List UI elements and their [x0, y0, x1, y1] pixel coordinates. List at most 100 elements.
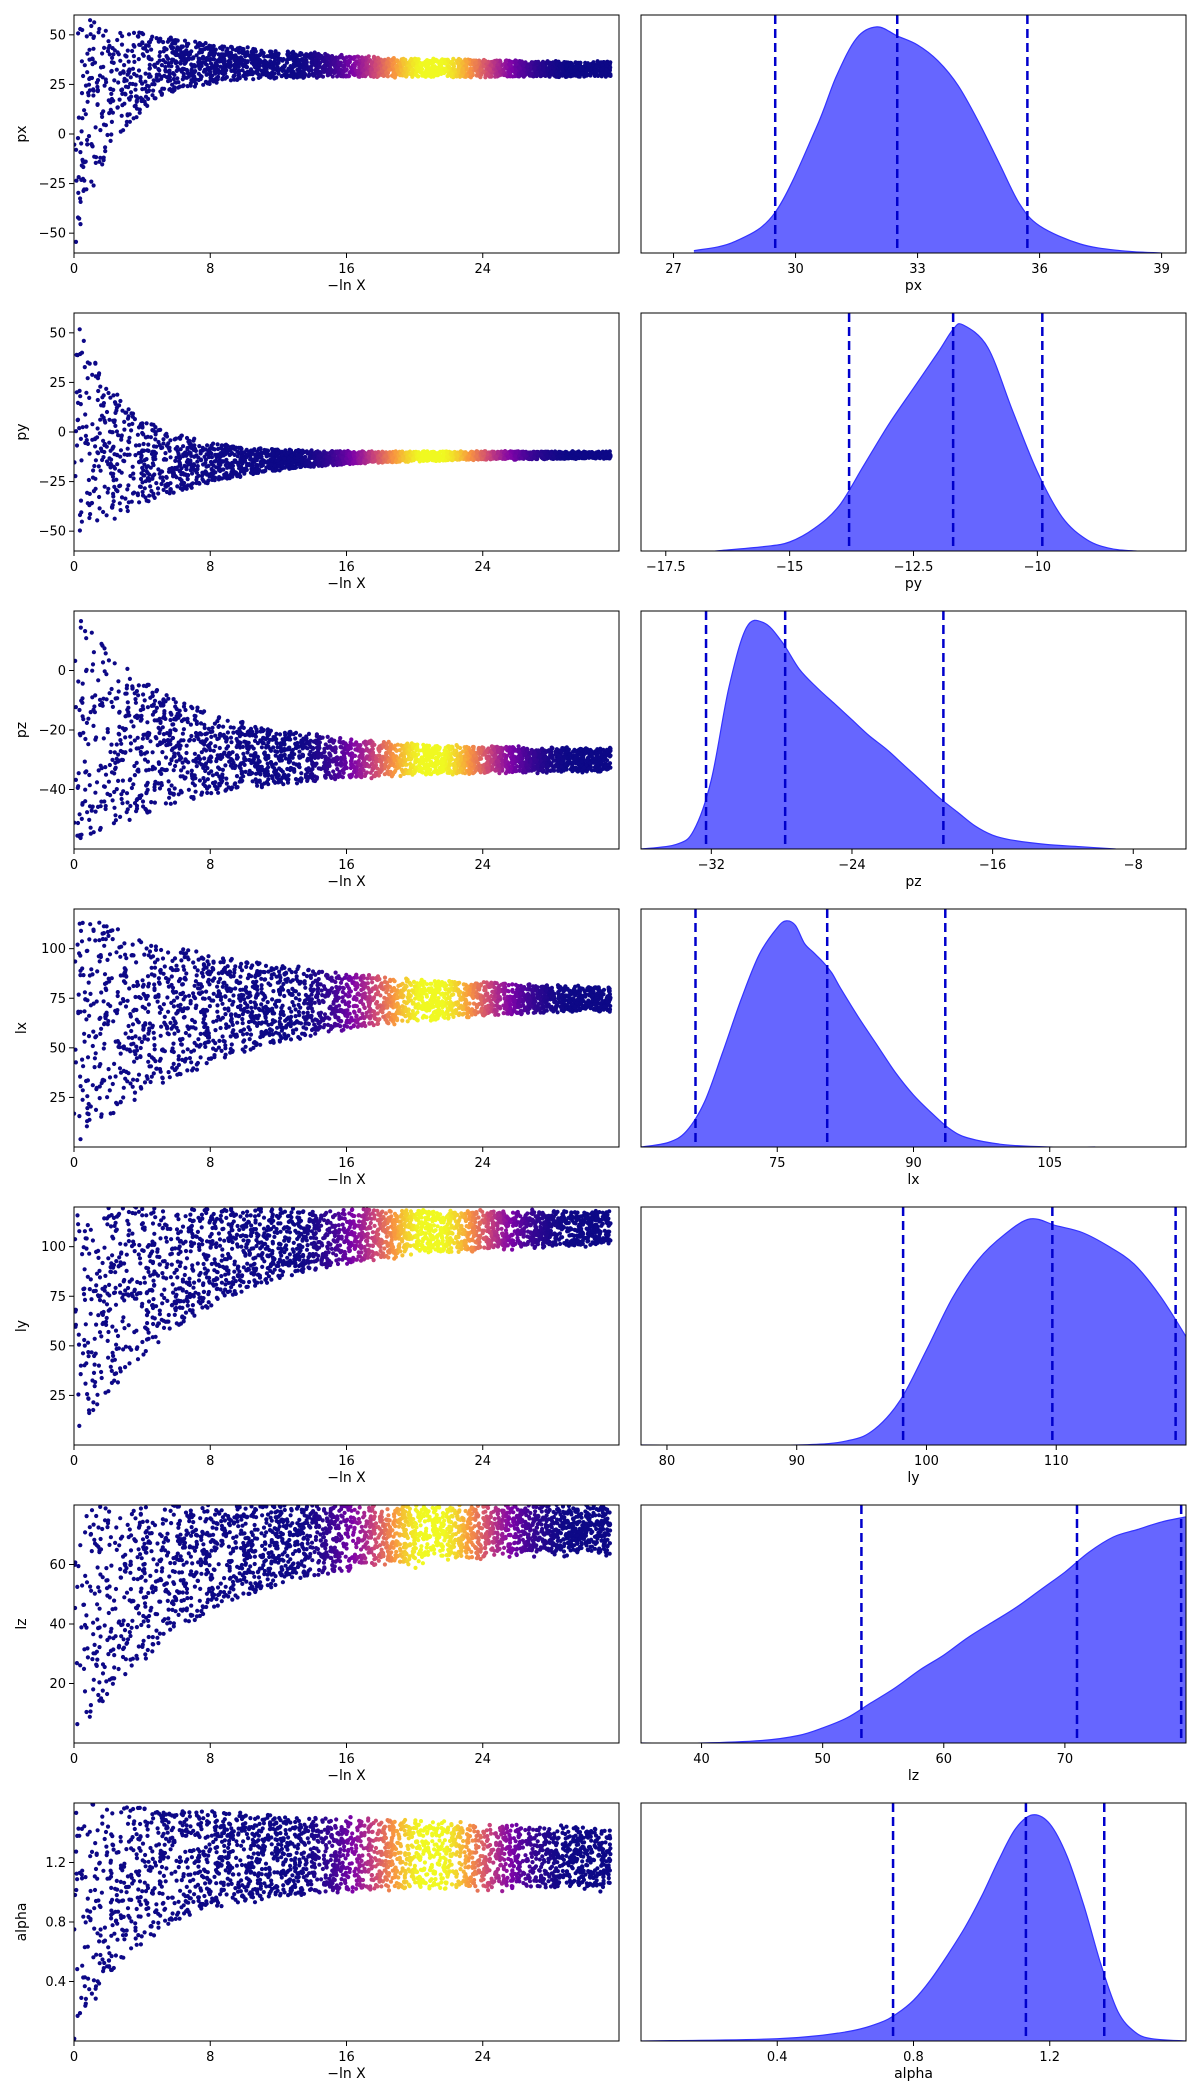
trace-point: [474, 449, 479, 454]
trace-point: [133, 443, 139, 448]
trace-point: [78, 436, 83, 441]
trace-point: [112, 420, 117, 425]
trace-point: [90, 372, 95, 377]
trace-point: [578, 60, 583, 65]
trace-point: [245, 45, 250, 50]
trace-point: [134, 73, 139, 78]
trace-point: [209, 467, 214, 472]
trace-point: [485, 72, 490, 77]
trace-point: [148, 465, 153, 470]
trace-point: [144, 498, 149, 503]
trace-point: [98, 155, 103, 160]
trace-point: [591, 60, 596, 65]
trace-point: [239, 46, 244, 51]
trace-point: [332, 70, 337, 75]
trace-point: [575, 70, 580, 76]
trace-point: [91, 183, 96, 188]
trace-point: [330, 74, 335, 79]
trace-point: [87, 395, 92, 400]
trace-point: [251, 46, 256, 52]
trace-point: [264, 465, 269, 470]
trace-point: [256, 446, 262, 451]
trace-point: [95, 397, 100, 403]
trace-point: [445, 58, 451, 63]
trace-point: [228, 44, 234, 49]
trace-point: [97, 159, 102, 164]
trace-point: [86, 82, 92, 87]
trace-point: [283, 71, 288, 76]
trace-point: [315, 52, 320, 57]
trace-point: [125, 48, 130, 53]
trace-point: [221, 64, 226, 69]
trace-point: [257, 67, 262, 72]
trace-point: [313, 67, 319, 72]
trace-point: [92, 154, 97, 159]
trace-point: [98, 417, 103, 422]
trace-point: [87, 88, 92, 93]
trace-point: [142, 486, 147, 491]
trace-point: [168, 455, 173, 460]
trace-point: [109, 68, 114, 74]
trace-point: [193, 39, 198, 44]
trace-point: [243, 58, 248, 64]
trace-point: [478, 67, 483, 72]
trace-point: [460, 61, 465, 66]
trace-point: [77, 216, 82, 221]
trace-point: [260, 460, 265, 465]
trace-point: [230, 53, 235, 58]
trace-point: [244, 65, 250, 70]
trace-point: [151, 78, 156, 83]
posterior-density-line: [693, 26, 1162, 253]
trace-point: [163, 64, 168, 70]
trace-point: [166, 69, 171, 74]
trace-point: [200, 445, 205, 450]
trace-point: [468, 70, 473, 75]
trace-point: [214, 455, 219, 460]
trace-point: [487, 67, 492, 72]
trace-point: [133, 87, 138, 92]
trace-point: [131, 30, 137, 35]
trace-point: [471, 452, 476, 457]
trace-point: [256, 455, 261, 460]
trace-point: [97, 73, 103, 78]
trace-point: [279, 66, 284, 71]
trace-point: [570, 62, 575, 67]
trace-point: [187, 450, 192, 455]
trace-point: [221, 70, 226, 75]
trace-point: [155, 78, 160, 83]
trace-point: [378, 458, 383, 463]
trace-point: [419, 63, 424, 68]
trace-point: [140, 480, 145, 485]
trace-point: [85, 142, 90, 147]
trace-point: [77, 528, 82, 533]
trace-point: [263, 71, 268, 76]
trace-point: [74, 443, 80, 448]
trace-point: [105, 490, 110, 495]
trace-point: [269, 462, 274, 467]
trace-point: [79, 59, 84, 64]
trace-point: [270, 456, 275, 461]
trace-point: [157, 53, 162, 59]
trace-point: [130, 411, 136, 416]
trace-point: [93, 486, 98, 491]
trace-point: [95, 88, 100, 93]
trace-point: [126, 439, 131, 444]
trace-point: [85, 70, 90, 75]
trace-point: [587, 63, 592, 68]
trace-point: [135, 432, 140, 437]
trace-point: [74, 352, 79, 357]
trace-point: [301, 58, 306, 64]
trace-point: [103, 77, 108, 82]
trace-point: [313, 63, 318, 68]
trace-point: [569, 69, 574, 74]
trace-point: [291, 57, 296, 62]
trace-point: [124, 54, 129, 59]
trace-point: [249, 457, 254, 462]
trace-point: [225, 46, 230, 51]
trace-point: [136, 34, 141, 39]
trace-point: [449, 60, 454, 65]
trace-point: [220, 76, 225, 81]
trace-point: [183, 60, 188, 65]
trace-point: [106, 46, 111, 51]
trace-point: [146, 89, 151, 94]
